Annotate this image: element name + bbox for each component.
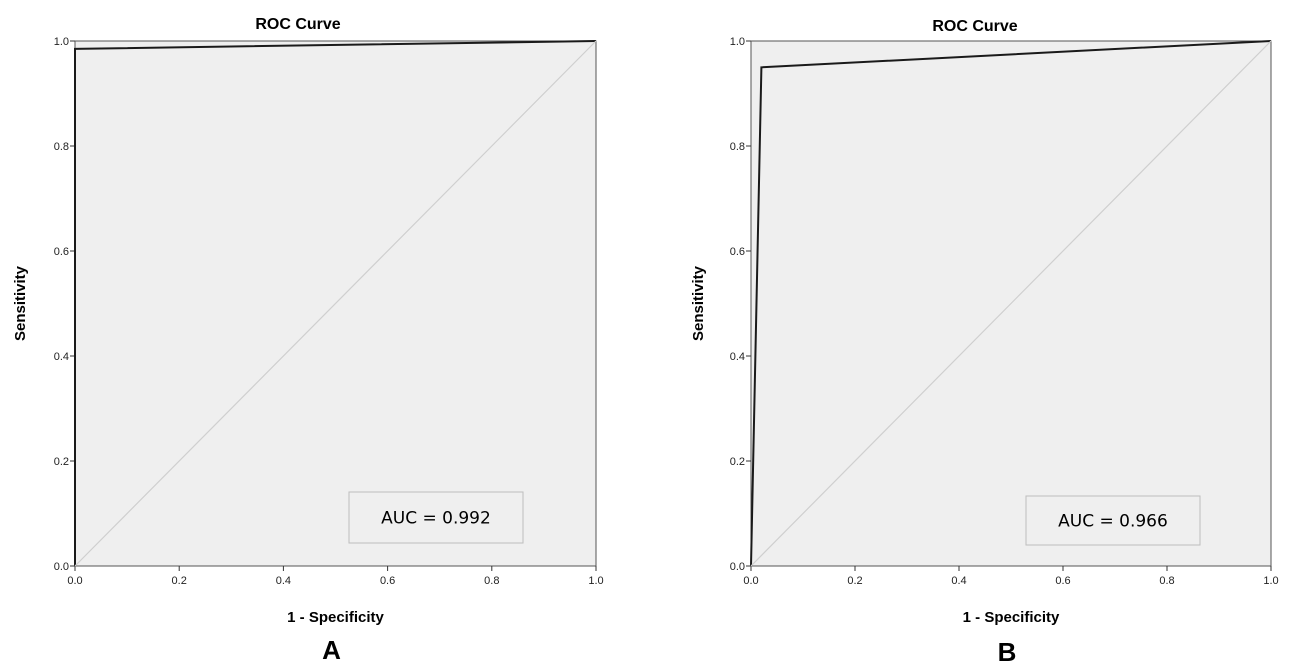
y-axis-label: Sensitivity bbox=[12, 265, 29, 341]
y-tick-label: 0.8 bbox=[730, 141, 745, 153]
y-tick-label: 0.8 bbox=[54, 141, 69, 153]
x-tick-label: 0.6 bbox=[1055, 575, 1070, 587]
x-tick-label: 1.0 bbox=[1263, 575, 1278, 587]
auc-box bbox=[348, 491, 524, 544]
reference-diagonal-line bbox=[750, 40, 1272, 567]
x-tick-label: 1.0 bbox=[588, 575, 603, 587]
x-tick-label: 0.4 bbox=[276, 575, 291, 587]
roc-curve-line bbox=[74, 40, 597, 566]
y-tick-label: 0.0 bbox=[54, 561, 69, 573]
auc-label: AUC = 0.966 bbox=[1058, 512, 1168, 532]
y-tick-label: 0.0 bbox=[730, 561, 745, 573]
chart-title: ROC Curve bbox=[932, 18, 1017, 35]
y-tick-label: 0.6 bbox=[730, 246, 745, 258]
auc-label: AUC = 0.992 bbox=[381, 509, 491, 529]
y-tick-label: 0.6 bbox=[54, 246, 69, 258]
y-tick-label: 0.2 bbox=[730, 456, 745, 468]
y-tick-label: 1.0 bbox=[730, 36, 745, 48]
auc-box bbox=[1025, 495, 1201, 546]
x-tick-label: 0.8 bbox=[484, 575, 499, 587]
x-tick-label: 0.8 bbox=[1159, 575, 1174, 587]
x-axis-label: 1 - Specificity bbox=[963, 609, 1060, 626]
y-tick-label: 1.0 bbox=[54, 36, 69, 48]
x-tick-label: 0.2 bbox=[847, 575, 862, 587]
x-tick-label: 0.4 bbox=[951, 575, 966, 587]
y-tick-label: 0.4 bbox=[730, 351, 745, 363]
panel-label: A bbox=[322, 635, 341, 664]
x-tick-label: 0.6 bbox=[380, 575, 395, 587]
y-tick-label: 0.2 bbox=[54, 456, 69, 468]
x-tick-label: 0.0 bbox=[67, 575, 82, 587]
reference-diagonal-line bbox=[74, 40, 597, 567]
y-axis-label: Sensitivity bbox=[690, 265, 707, 341]
chart-title: ROC Curve bbox=[255, 16, 340, 33]
x-tick-label: 0.2 bbox=[172, 575, 187, 587]
x-axis-label: 1 - Specificity bbox=[287, 609, 384, 626]
y-tick-label: 0.4 bbox=[54, 351, 69, 363]
roc-curve-line bbox=[750, 40, 1272, 567]
x-tick-label: 0.0 bbox=[743, 575, 758, 587]
panel-label: B bbox=[998, 637, 1017, 664]
